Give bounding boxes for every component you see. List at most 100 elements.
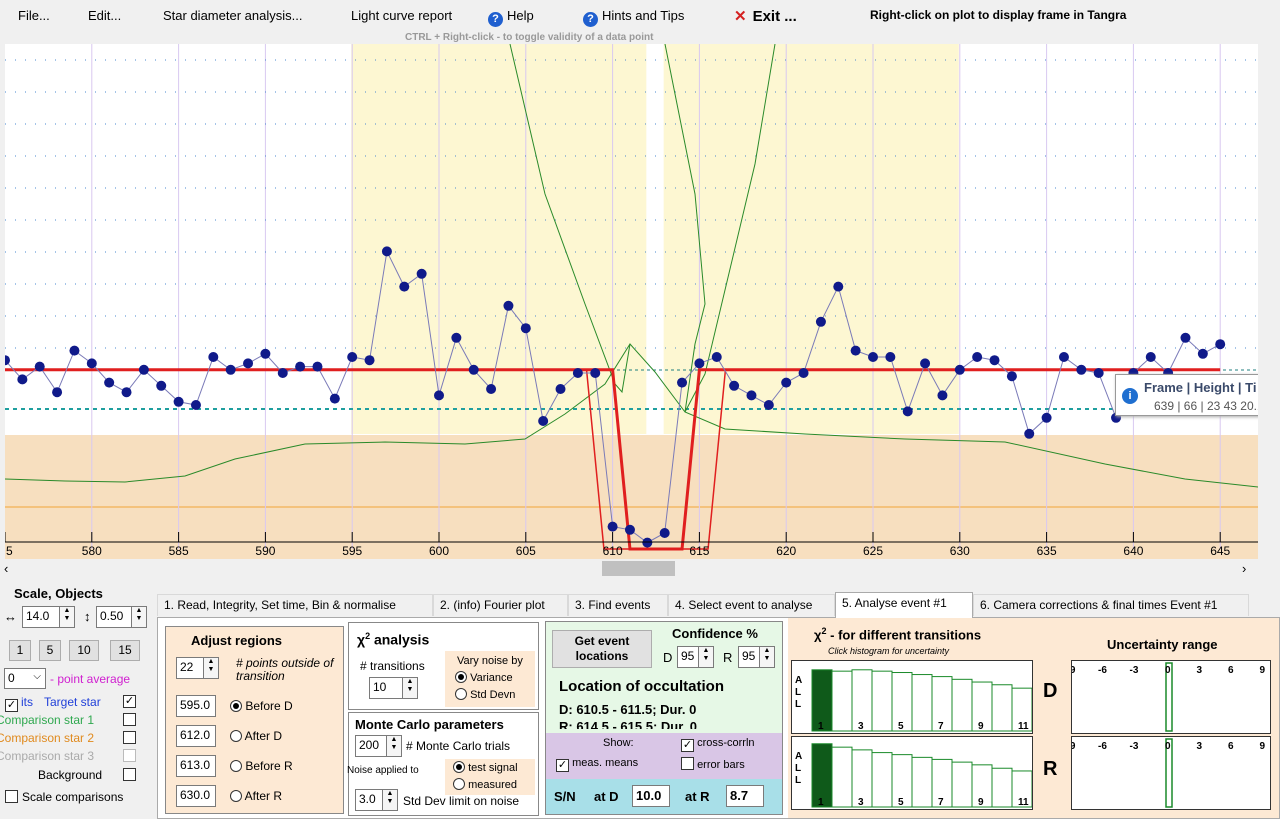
transitions-input[interactable]: 10: [369, 677, 403, 699]
h-scale-input[interactable]: 14.0: [22, 606, 60, 628]
comparison-star-1-checkbox[interactable]: [123, 713, 136, 726]
scale-10-button[interactable]: 10: [69, 640, 99, 661]
tab-camera-corrections[interactable]: 6. Camera corrections & final times Even…: [973, 594, 1249, 616]
point-average-select[interactable]: 0 ⌵: [4, 668, 46, 689]
cross-corr-checkbox[interactable]: ✓ cross-corrln: [681, 737, 755, 752]
pts-checkbox[interactable]: ✓ its: [5, 695, 33, 712]
transitions-spinner[interactable]: ▲ ▼: [403, 677, 418, 699]
data-point: [1076, 364, 1087, 375]
menu-star-diameter[interactable]: Star diameter analysis...: [163, 8, 303, 23]
std-dev-limit-spinner[interactable]: ▲ ▼: [383, 789, 398, 811]
h-scale-spinner[interactable]: ▲ ▼: [60, 606, 75, 628]
scroll-left-icon[interactable]: ‹: [4, 561, 9, 576]
measured-radio[interactable]: measured: [453, 778, 517, 791]
scale-15-button[interactable]: 15: [110, 640, 140, 661]
v-scale-input[interactable]: 0.50: [96, 606, 132, 628]
points-outside-input[interactable]: 22: [176, 657, 204, 679]
comparison-star-2-checkbox[interactable]: [123, 731, 136, 744]
histogram-side-label: L: [795, 699, 801, 710]
error-bars-checkbox[interactable]: error bars: [681, 757, 745, 771]
x-tick-label: 600: [429, 544, 449, 558]
menu-help[interactable]: ? Help: [488, 8, 534, 27]
tooltip-title: Frame | Height | Ti: [1144, 380, 1257, 395]
menu-file[interactable]: File...: [18, 8, 50, 23]
data-point: [69, 345, 80, 356]
scale-5-button[interactable]: 5: [39, 640, 61, 661]
vary-noise-box: Vary noise by Variance Std Devn: [445, 651, 535, 707]
v-scale-spinner[interactable]: ▲ ▼: [132, 606, 147, 628]
after-r-radio[interactable]: After R: [230, 789, 282, 803]
monte-carlo-trials-input[interactable]: 200: [355, 735, 387, 757]
get-event-locations-button[interactable]: Get event locations: [552, 630, 652, 668]
confidence-label: Confidence %: [672, 626, 758, 641]
menu-exit[interactable]: ✕ Exit ...: [734, 7, 797, 25]
tab-select-event[interactable]: 4. Select event to analyse: [668, 594, 835, 616]
comparison-star-1-label: Comparison star 1: [0, 713, 95, 727]
monte-carlo-trials-spinner[interactable]: ▲ ▼: [387, 735, 402, 757]
x-tick-label: 630: [950, 544, 970, 558]
x-tick-label: 620: [776, 544, 796, 558]
tab-analyse-event[interactable]: 5. Analyse event #1: [835, 592, 973, 618]
menu-edit[interactable]: Edit...: [88, 8, 122, 23]
confidence-r-input[interactable]: 95: [738, 646, 760, 668]
after-d-input[interactable]: 612.0: [176, 725, 216, 747]
meas-means-checkbox[interactable]: ✓ meas. means: [556, 757, 639, 772]
histogram-x-label: 11: [1018, 721, 1029, 732]
scale-comparisons-checkbox[interactable]: Scale comparisons: [5, 790, 123, 804]
confidence-d-input[interactable]: 95: [677, 646, 699, 668]
after-r-input[interactable]: 630.0: [176, 785, 216, 807]
before-d-radio[interactable]: Before D: [230, 699, 293, 713]
before-r-radio[interactable]: Before R: [230, 759, 293, 773]
scale-1-button[interactable]: 1: [9, 640, 31, 661]
monte-carlo-group: Monte Carlo parameters 200 ▲ ▼ # Monte Ca…: [347, 712, 539, 816]
data-point: [434, 390, 444, 401]
target-star-label: Target star: [44, 695, 101, 709]
uncertainty-tick: 0: [1165, 741, 1171, 752]
scale-objects-panel: Scale, Objects ↔ 14.0 ▲ ▼ ↕ 0.50 ▲ ▼ 1 5 1…: [0, 582, 155, 819]
uncertainty-tick: -9: [1072, 741, 1076, 752]
scroll-right-icon[interactable]: ›: [1242, 561, 1247, 576]
uncertainty-bar: [1165, 662, 1173, 732]
variance-radio[interactable]: Variance: [455, 671, 513, 684]
before-r-input[interactable]: 613.0: [176, 755, 216, 777]
tab-read-integrity[interactable]: 1. Read, Integrity, Set time, Bin & norm…: [157, 594, 433, 616]
points-outside-spinner[interactable]: ▲ ▼: [204, 657, 219, 679]
after-d-radio[interactable]: After D: [230, 729, 282, 743]
uncertainty-d[interactable]: -9 -6 -3 0 3 6 9: [1067, 660, 1271, 734]
background-checkbox[interactable]: [123, 768, 136, 781]
std-dev-limit-label: Std Dev limit on noise: [403, 794, 520, 808]
help-icon: ?: [488, 12, 503, 27]
histogram-r[interactable]: A L L 1 3 5 7 9 11: [791, 736, 1033, 810]
std-devn-radio[interactable]: Std Devn: [455, 688, 515, 701]
uncertainty-r[interactable]: -9 -6 -3 0 3 6 9: [1067, 736, 1271, 810]
tab-fourier[interactable]: 2. (info) Fourier plot: [433, 594, 568, 616]
data-point: [763, 400, 774, 410]
scroll-thumb[interactable]: [602, 561, 675, 576]
after-d-label: After D: [244, 729, 283, 743]
std-dev-limit-input[interactable]: 3.0: [355, 789, 383, 811]
right-click-hint: Right-click on plot to display frame in …: [870, 8, 1127, 22]
target-star-checkbox[interactable]: ✓: [123, 695, 136, 708]
confidence-d-spinner[interactable]: ▲ ▼: [699, 646, 714, 668]
before-d-input[interactable]: 595.0: [176, 695, 216, 717]
uncertainty-tick: -3: [1130, 665, 1139, 676]
data-point: [659, 528, 670, 538]
plot-scrollbar[interactable]: ‹ ›: [0, 559, 1258, 578]
menu-light-curve-report[interactable]: Light curve report: [351, 8, 453, 23]
data-point: [798, 368, 809, 378]
confidence-d-label: D: [663, 650, 673, 665]
light-curve-plot[interactable]: 5 580 585 590 595 600 605 610 615 620 625 630 635 640…: [5, 44, 1258, 559]
analyse-event-page: Adjust regions 22 ▲ ▼ # points outside of…: [157, 617, 1280, 819]
histogram-d-label: D: [1043, 680, 1058, 702]
histogram-d[interactable]: A L L 1 3 5 7 9 11: [791, 660, 1033, 734]
test-signal-radio[interactable]: test signal: [453, 761, 518, 774]
confidence-r-spinner[interactable]: ▲ ▼: [760, 646, 775, 668]
menu-hints[interactable]: ? Hints and Tips: [583, 8, 684, 27]
histogram-bar: [871, 752, 893, 808]
vary-noise-label: Vary noise by: [457, 655, 523, 667]
histogram-bar: [991, 767, 1013, 808]
data-point: [868, 352, 878, 362]
comparison-star-3-checkbox[interactable]: [123, 749, 136, 762]
x-tick-label: 585: [169, 544, 189, 558]
tab-find-events[interactable]: 3. Find events: [568, 594, 668, 616]
